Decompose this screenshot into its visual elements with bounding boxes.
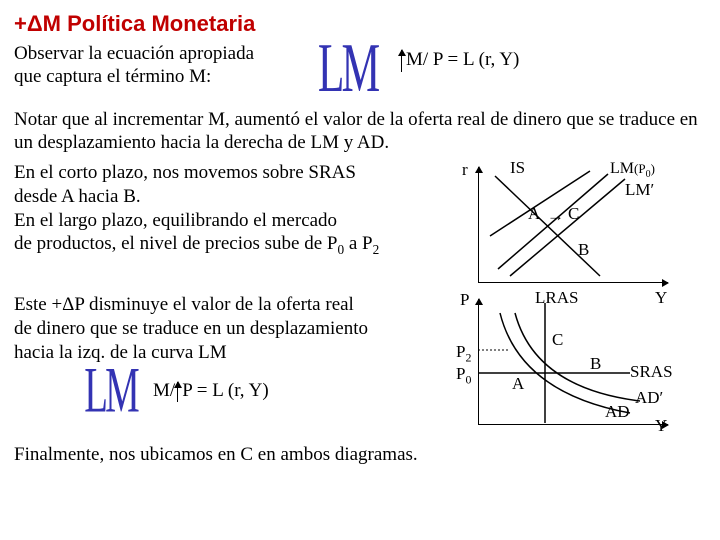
adp-label: AD′ — [635, 387, 663, 408]
is-lm-chart: r IS LM(P0) LM′ A → C B — [450, 161, 680, 291]
arrow-right-icon: → — [547, 205, 564, 226]
lm-prime-label: LM′ — [625, 179, 654, 200]
paragraph-notar: Notar que al incrementar M, aumentó el v… — [14, 108, 706, 156]
up-arrow-icon-2 — [177, 382, 178, 402]
equation-2: M/P = L (r, Y) — [153, 379, 269, 403]
point-B-2: B — [590, 353, 601, 374]
equation-1: M/ P = L (r, Y) — [401, 42, 519, 79]
Y-label-2: Y — [655, 415, 667, 436]
lm-logo-2: LM — [84, 362, 137, 420]
ad-as-chart: P P2 P0 LRAS SRAS AD′ AD Y Y A B C — [450, 293, 680, 433]
obs-l2: que captura el término M: — [14, 66, 211, 87]
point-A-1: A — [528, 203, 540, 224]
lr2a: de productos, el nivel de precios sube d… — [14, 233, 337, 254]
lr2b: a P — [344, 233, 373, 254]
ad-as-section: Este +ΔP disminuye el valor de la oferta… — [14, 293, 706, 433]
point-C-2: C — [552, 329, 563, 350]
lm-logo-1: LM — [308, 42, 387, 94]
sr1: En el corto plazo, nos movemos sobre SRA… — [14, 162, 356, 183]
point-B-1: B — [578, 239, 589, 260]
is-label: IS — [510, 157, 525, 178]
point-C-1: C — [568, 203, 579, 224]
sr2: desde A hacia B. — [14, 186, 141, 207]
sras-label: SRAS — [630, 361, 673, 382]
p3-2: de dinero que se traduce en un desplazam… — [14, 318, 368, 339]
observe-text: Observar la ecuación apropiada que captu… — [14, 42, 294, 90]
intro-row: Observar la ecuación apropiada que captu… — [14, 42, 706, 94]
p3-1: Este +ΔP disminuye el valor de la oferta… — [14, 294, 354, 315]
is-lm-section: En el corto plazo, nos movemos sobre SRA… — [14, 161, 706, 291]
sub2a: 2 — [373, 242, 380, 257]
final-line: Finalmente, nos ubicamos en C en ambos d… — [14, 443, 706, 467]
obs-l1: Observar la ecuación apropiada — [14, 43, 254, 64]
lr1: En el largo plazo, equilibrando el merca… — [14, 210, 337, 231]
eqn1-text: M/ P = L (r, Y) — [406, 48, 519, 72]
delta-p-text: Este +ΔP disminuye el valor de la oferta… — [14, 293, 444, 415]
ad-label: AD — [605, 401, 630, 422]
up-arrow-icon — [401, 50, 402, 72]
short-long-run-text: En el corto plazo, nos movemos sobre SRA… — [14, 161, 444, 259]
eqn2-text: P = L (r, Y) — [182, 379, 268, 403]
point-A-2: A — [512, 373, 524, 394]
Y-label-1: Y — [655, 287, 667, 308]
lras-label: LRAS — [535, 287, 578, 308]
